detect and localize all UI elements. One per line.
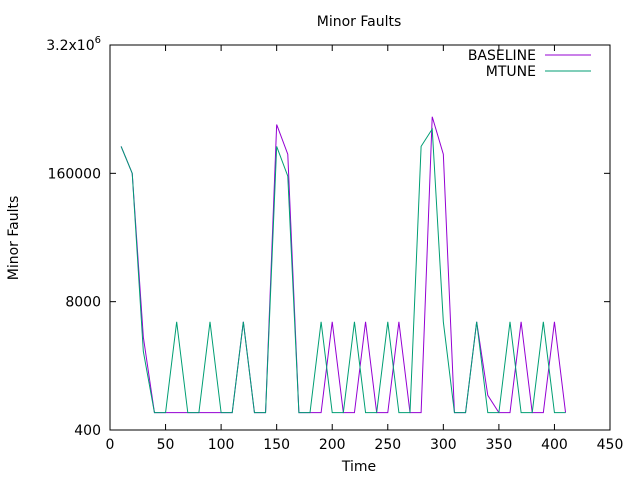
- legend-label-baseline: BASELINE: [468, 48, 536, 64]
- x-tick-label: 350: [486, 437, 513, 453]
- x-tick-label: 100: [208, 437, 235, 453]
- x-tick-label: 300: [430, 437, 457, 453]
- plot-frame: [109, 44, 611, 431]
- x-tick-label: 250: [374, 437, 401, 453]
- series-line-baseline: [120, 116, 567, 414]
- series-line-mtune: [120, 127, 566, 414]
- x-tick-label: 150: [263, 437, 290, 453]
- series-lines: [120, 116, 567, 414]
- y-tick-label: 400: [74, 423, 101, 439]
- chart-title: Minor Faults: [317, 14, 402, 30]
- y-tick-label: 3.2x106: [46, 35, 101, 54]
- x-axis-label: Time: [341, 459, 376, 475]
- x-axis: 0 50 100 150 200 250 300 350 400 450: [106, 45, 624, 453]
- legend-label-mtune: MTUNE: [486, 64, 536, 80]
- y-tick-label: 8000: [65, 295, 101, 311]
- y-axis-label: Minor Faults: [6, 196, 22, 281]
- x-tick-label: 400: [541, 437, 568, 453]
- y-tick-label: 160000: [48, 166, 101, 182]
- x-tick-label: 0: [106, 437, 115, 453]
- x-tick-label: 200: [319, 437, 346, 453]
- x-tick-label: 450: [597, 437, 624, 453]
- y-axis: 400 8000 160000 3.2x106: [46, 35, 610, 439]
- x-tick-label: 50: [157, 437, 175, 453]
